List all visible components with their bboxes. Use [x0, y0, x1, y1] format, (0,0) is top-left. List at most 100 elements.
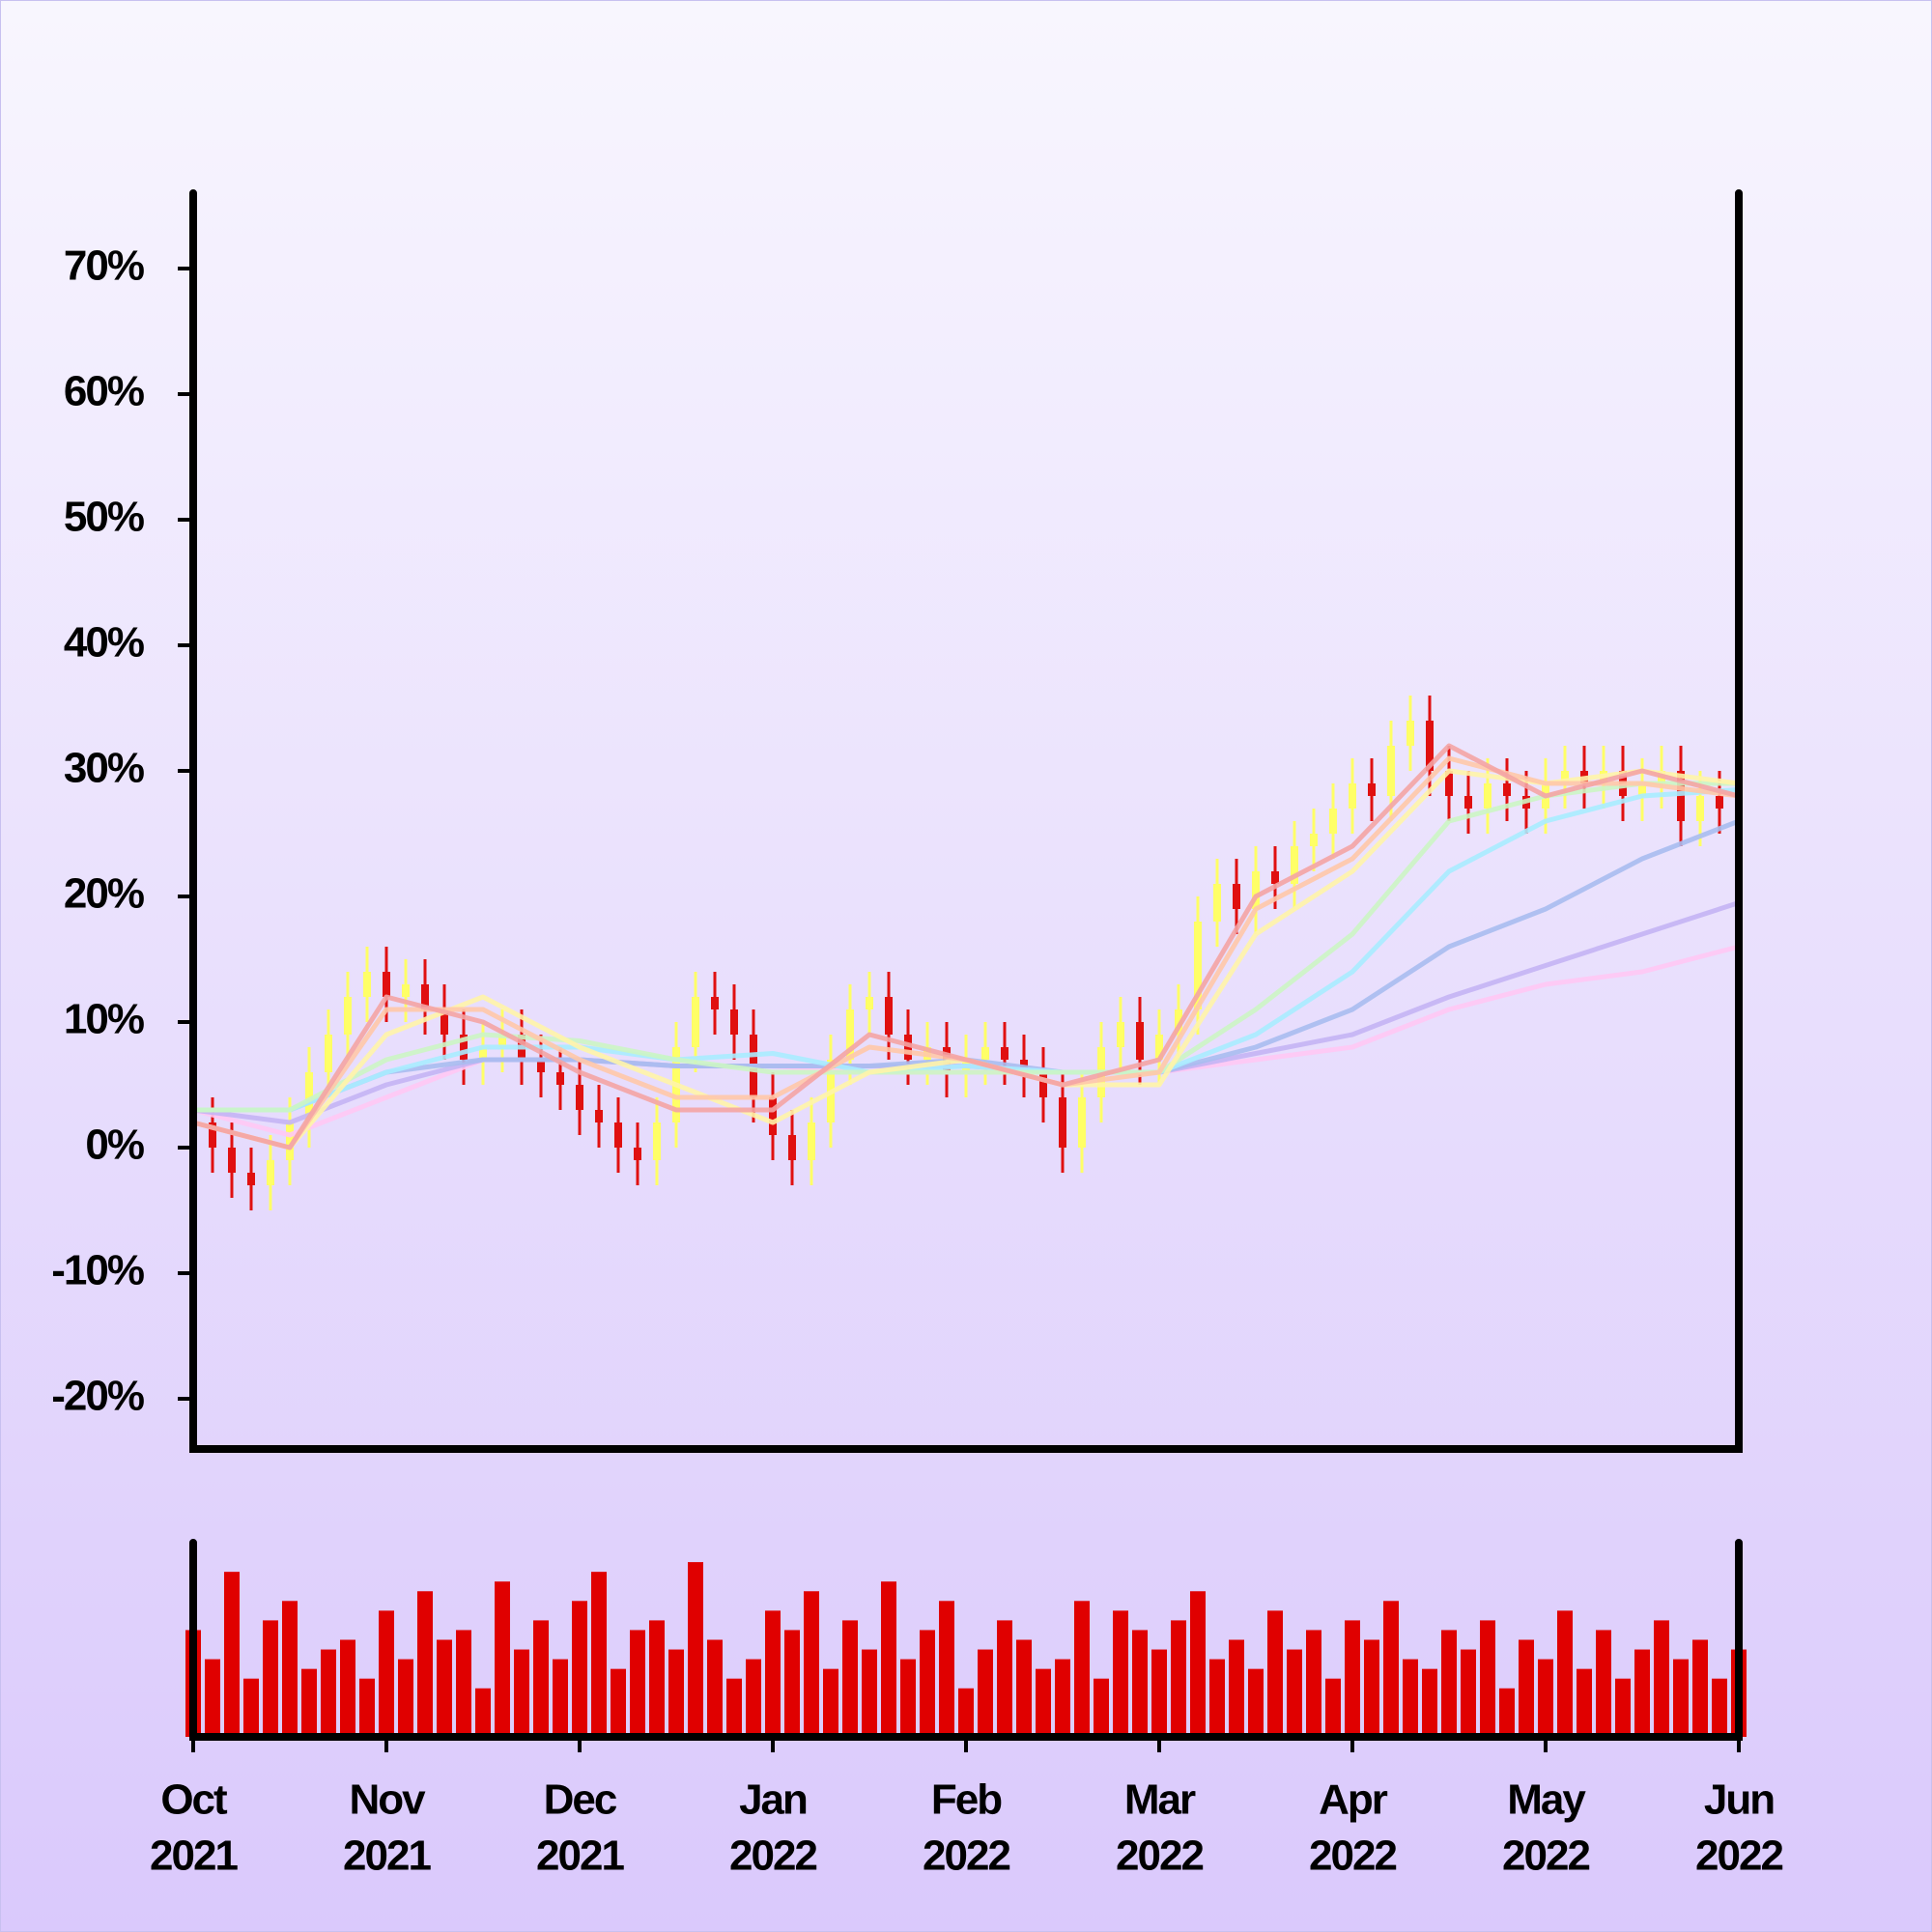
candle-body [209, 1122, 216, 1148]
volume-bar [282, 1601, 298, 1737]
volume-bar [784, 1630, 800, 1737]
volume-bar [340, 1639, 355, 1737]
frame [189, 189, 1743, 1453]
volume-bar [417, 1591, 433, 1737]
volume-bar [1016, 1639, 1032, 1737]
volume-bar [939, 1601, 954, 1737]
candle-body [402, 984, 410, 997]
volume-bar [301, 1668, 317, 1737]
candle-body [595, 1110, 603, 1122]
candle-body [1001, 1047, 1009, 1060]
moving-average [190, 781, 1742, 1113]
y-tick-label: 50% [64, 494, 144, 541]
volume-bar [765, 1610, 781, 1737]
volume-bar [495, 1581, 510, 1737]
y-tick-label: 0% [85, 1122, 143, 1169]
candle-body [1484, 783, 1492, 809]
volume-bar [379, 1610, 394, 1737]
volume-bar [649, 1620, 665, 1737]
candle-body [1349, 783, 1356, 809]
volume-bar [978, 1649, 993, 1737]
candle-body [1117, 1022, 1124, 1047]
volume-bar [475, 1688, 491, 1737]
volume-bar [1229, 1639, 1244, 1737]
volume-bar [263, 1620, 278, 1737]
y-tick-label: 40% [64, 619, 144, 667]
x-tick-label: Dec [544, 1776, 617, 1824]
axes: -20% -10% 0% 10% 20% 30% 40% 50% 60% 70% Oct 2021 No… [51, 189, 1784, 1880]
candle-body [1716, 796, 1723, 809]
candle-body [769, 1097, 777, 1135]
x-tick-label: May [1507, 1776, 1586, 1824]
volume-bar [688, 1562, 703, 1737]
x-tick-label: Feb [931, 1776, 1002, 1824]
x-tick-label: 2021 [343, 1833, 431, 1880]
candle-body [846, 1009, 854, 1060]
volume-bar [1306, 1630, 1321, 1737]
candle-body [730, 1009, 738, 1035]
y-tick-label: 70% [64, 242, 144, 290]
volume-bar [1519, 1639, 1534, 1737]
volume-bar [1209, 1659, 1225, 1737]
volume-bar [958, 1688, 974, 1737]
volume-bar [1325, 1678, 1341, 1737]
x-tick-label: Oct [160, 1776, 228, 1824]
candle-body [576, 1085, 583, 1110]
volume-bar [1634, 1649, 1650, 1737]
x-tick-label: 2021 [150, 1833, 238, 1880]
candle-body [614, 1122, 622, 1148]
volume-bar [804, 1591, 819, 1737]
candle-body [788, 1135, 796, 1160]
volume-bar [862, 1649, 877, 1737]
candle-body [1310, 834, 1318, 846]
x-tick-label: 2022 [729, 1833, 816, 1880]
volume-bar [533, 1620, 549, 1737]
candle-body [556, 1072, 564, 1085]
volume-bar [1364, 1639, 1379, 1737]
x-tick-label: 2022 [1502, 1833, 1589, 1880]
volume-bar [1113, 1610, 1128, 1737]
volume-bar [1287, 1649, 1302, 1737]
volume-bar [1345, 1620, 1360, 1737]
volume-bar [726, 1678, 742, 1737]
candle-body [247, 1173, 255, 1185]
volume-bar [553, 1659, 568, 1737]
candle-body [1136, 1022, 1144, 1060]
volume-bar [900, 1659, 916, 1737]
candle-body [267, 1160, 274, 1185]
volume-bar [668, 1649, 684, 1737]
volume-bar [842, 1620, 858, 1737]
volume-bar [456, 1630, 471, 1737]
candle-body [1233, 884, 1240, 909]
x-tick-label: Nov [349, 1776, 426, 1824]
y-tick-label: 10% [64, 996, 144, 1043]
candle-body [1561, 771, 1569, 783]
volume-bar [630, 1630, 645, 1737]
volume-bar [1036, 1668, 1051, 1737]
candle-body [1039, 1072, 1047, 1097]
volume-bar [1577, 1668, 1592, 1737]
x-tick-label: 2022 [1116, 1833, 1203, 1880]
volume-bar [321, 1649, 336, 1737]
candle-body [904, 1035, 912, 1060]
candle-body [692, 997, 699, 1047]
x-tick-label: 2022 [1695, 1833, 1782, 1880]
candle-body [479, 1047, 487, 1060]
volume-bar [205, 1659, 220, 1737]
volume-bar [1055, 1659, 1070, 1737]
x-tick-label: 2022 [1309, 1833, 1396, 1880]
candle-body [1194, 922, 1202, 1009]
y-tick-label: 20% [64, 870, 144, 918]
volume-bar [707, 1639, 723, 1737]
x-tick-label: Mar [1124, 1776, 1196, 1824]
volume-bar [1132, 1630, 1148, 1737]
candle-body [1406, 721, 1414, 746]
moving-average [190, 787, 1742, 1113]
x-tick-label: Apr [1319, 1776, 1388, 1824]
volume-bar [1074, 1601, 1090, 1737]
moving-average [190, 743, 1742, 1151]
volume-bar [997, 1620, 1012, 1737]
candle-body [1252, 871, 1260, 909]
volume-bar [398, 1659, 413, 1737]
